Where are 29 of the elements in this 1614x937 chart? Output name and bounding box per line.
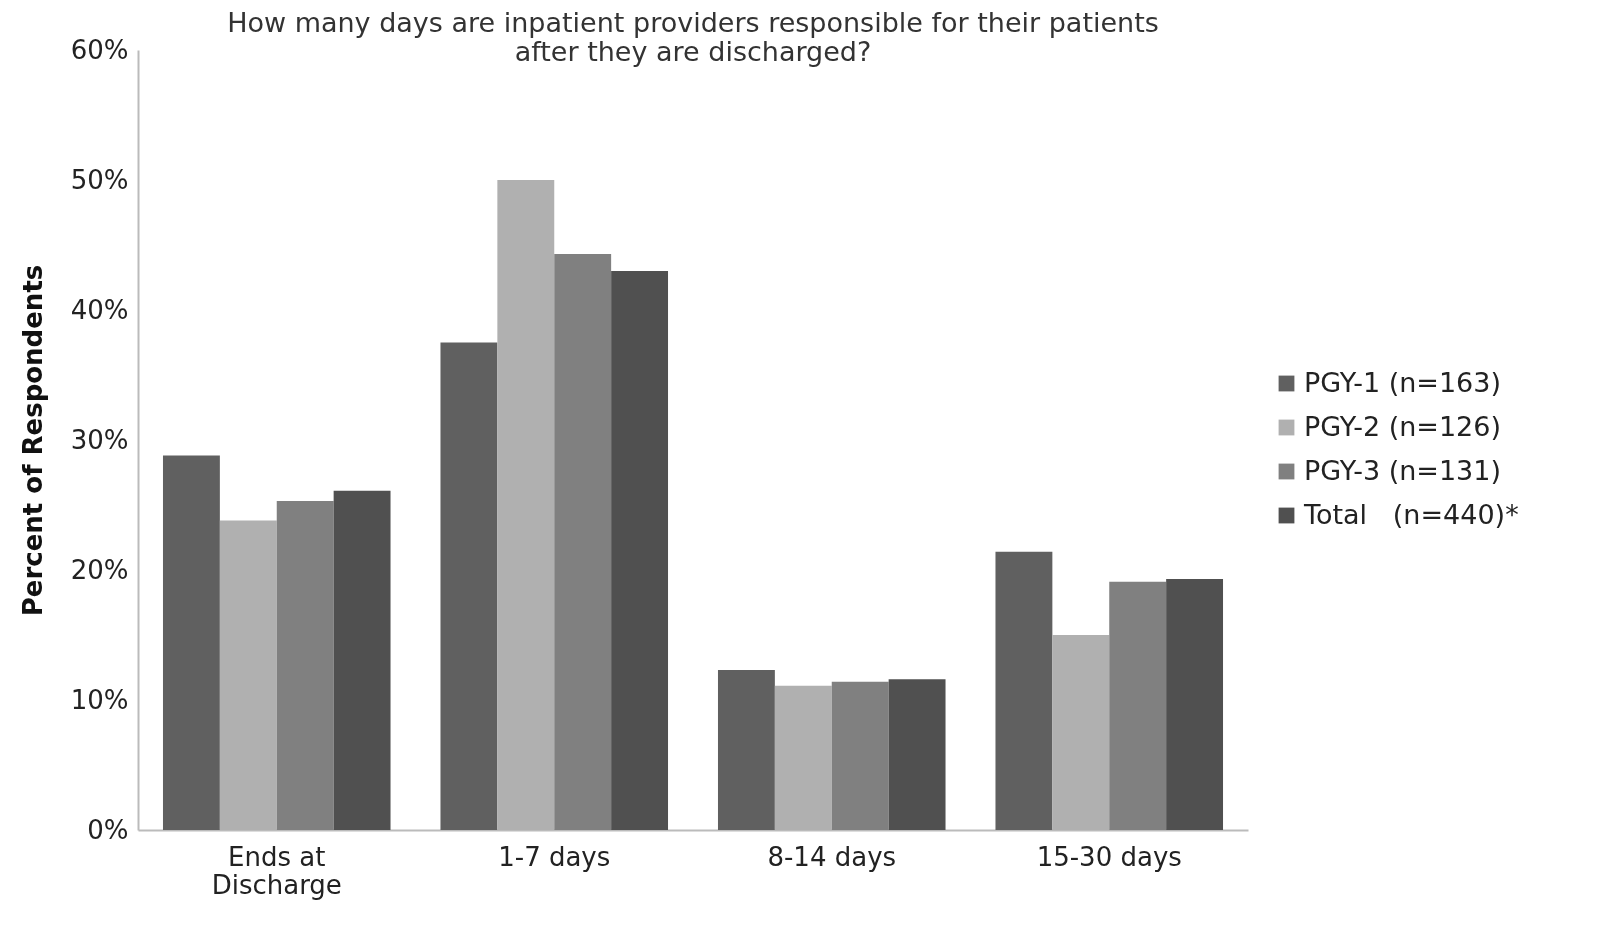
bar [611,271,669,830]
y-tick-label: 20% [70,554,129,585]
chart-title: How many days are inpatient providers responsible for their patients after they are discharged? [227,7,1159,67]
y-tick-label: 50% [70,164,129,195]
bar [1166,579,1224,830]
bar [831,681,889,830]
y-tick-label: 10% [70,684,129,715]
bar [717,670,775,830]
bar [1109,581,1167,830]
x-tick-label: 1-7 days [498,841,611,872]
y-tick-label: 60% [70,34,129,65]
bar [995,551,1053,830]
bar [333,490,391,830]
y-axis-title: Percent of Respondents [17,264,48,617]
bar [554,254,612,830]
bar [162,455,220,830]
legend-label: Total (n=440)* [1303,498,1519,530]
bar [440,342,498,830]
legend-label: PGY-2 (n=126) [1304,410,1501,442]
bar [276,501,334,830]
legend-label: PGY-3 (n=131) [1304,454,1501,486]
bar [888,679,946,830]
y-tick-label: 30% [70,424,129,455]
x-tick-label: 15-30 days [1036,841,1182,872]
legend-label: PGY-1 (n=163) [1304,366,1501,398]
y-tick-label: 0% [87,814,129,845]
x-tick-label: 8-14 days [767,841,897,872]
y-tick-label: 40% [70,294,129,325]
x-tick-label: Ends at Discharge [211,841,342,900]
